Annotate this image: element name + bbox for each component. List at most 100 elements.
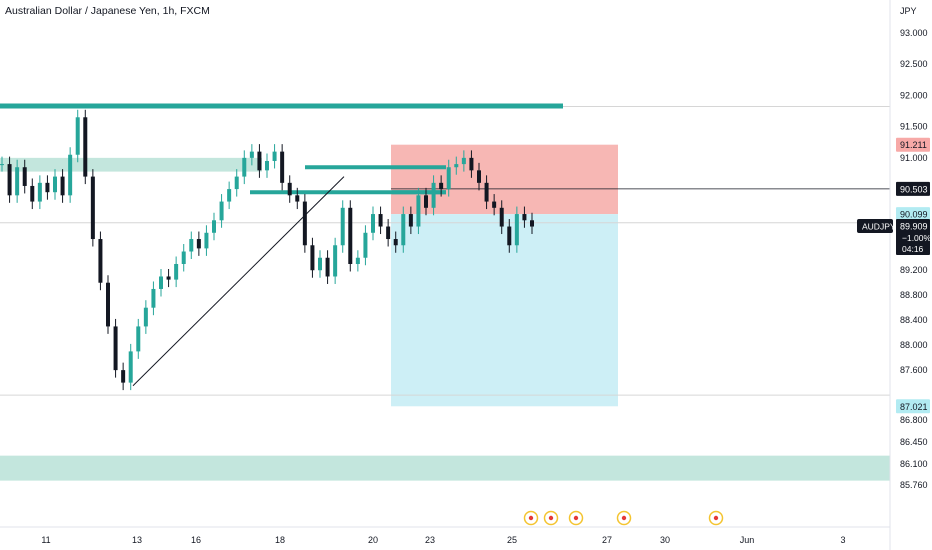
price-tick-label: 91.500 (900, 122, 928, 132)
price-label-text: 90.099 (900, 210, 928, 220)
candle-body (68, 154, 73, 196)
last-price: 89.909 (900, 221, 928, 231)
date-tick-label: 30 (660, 535, 670, 545)
candle-body (401, 214, 406, 246)
candle-body (416, 195, 421, 227)
candle-body (424, 195, 428, 208)
candle-body (98, 239, 103, 283)
countdown: 04:16 (902, 244, 924, 254)
candle-body (325, 257, 330, 277)
zone-rect (0, 157, 262, 172)
candle-body (477, 170, 481, 183)
candle-body (22, 167, 27, 186)
candle-body (499, 207, 504, 227)
candle-body (189, 239, 194, 252)
candle-body (227, 189, 232, 202)
price-tick-label: 89.200 (900, 265, 928, 275)
price-tick-label: 91.000 (900, 153, 928, 163)
last-change: −1.00% (902, 233, 932, 243)
zone-rect (0, 455, 890, 481)
candle-body (174, 263, 179, 280)
candle-body (0, 164, 4, 166)
candle-body (53, 176, 57, 193)
currency-label: JPY (900, 6, 917, 16)
candle-body (7, 164, 12, 196)
candle-body (363, 232, 368, 258)
candle-body (121, 370, 126, 383)
candle-body (355, 257, 360, 264)
candle-body (257, 151, 262, 171)
candle-body (393, 239, 398, 246)
price-label-box (896, 207, 930, 222)
candle-body (212, 220, 216, 233)
candle-body (249, 151, 254, 158)
candle-body (371, 214, 375, 233)
candle-body (75, 117, 80, 155)
price-tick-label: 88.000 (900, 340, 928, 350)
candle-body (446, 167, 451, 190)
symbol-label: AUDJPY (862, 221, 896, 231)
candle-body (514, 214, 519, 246)
candle-body (166, 276, 171, 280)
candle-body (295, 195, 300, 202)
candle-body (340, 207, 345, 246)
candle-body (348, 207, 353, 264)
candle-body (60, 176, 65, 196)
candle-body (113, 326, 118, 371)
candle-body (265, 160, 269, 171)
price-tick-label: 88.400 (900, 315, 928, 325)
price-tick-label: 93.000 (900, 28, 928, 38)
date-tick-label: 25 (507, 535, 517, 545)
reward-zone (391, 214, 618, 407)
candle-body (90, 176, 95, 240)
risk-zone (391, 144, 618, 215)
candle-body (159, 276, 163, 289)
last-price-box (896, 218, 930, 255)
candle-body (106, 282, 110, 327)
candle-body (469, 157, 474, 171)
price-label-box (896, 181, 930, 196)
candle-body (318, 257, 322, 271)
price-label-text: 91.211 (900, 140, 927, 150)
symbol-badge (857, 218, 893, 233)
candle-body (439, 182, 444, 190)
candle-body (128, 351, 133, 383)
date-tick-label: 11 (41, 535, 50, 545)
candle-body (204, 232, 209, 249)
candle-body (234, 176, 239, 190)
price-label-box (896, 137, 930, 152)
candle-body (15, 167, 20, 196)
candle-body (196, 239, 201, 249)
candle-body (333, 245, 338, 277)
candle-body (37, 182, 42, 202)
candle-body (136, 326, 141, 352)
date-tick-label: 3 (840, 535, 845, 545)
candle-body (219, 201, 224, 221)
candle-body (408, 214, 413, 227)
candle-body (272, 151, 277, 161)
price-tick-label: 88.800 (900, 290, 928, 300)
candle-body (310, 245, 315, 271)
price-tick-label: 87.600 (900, 365, 928, 375)
price-label-box (896, 399, 930, 414)
price-tick-label: 92.500 (900, 59, 928, 69)
date-tick-label: 23 (425, 535, 435, 545)
candle-body (454, 164, 459, 168)
event-dot (528, 515, 534, 521)
candle-body (522, 214, 527, 221)
date-tick-label: 18 (275, 535, 285, 545)
candle-body (461, 157, 466, 165)
date-tick-label: Jun (740, 535, 755, 545)
date-tick-label: 16 (191, 535, 201, 545)
candle-body (181, 251, 186, 264)
candle-body (45, 182, 50, 193)
price-tick-label: 86.450 (900, 437, 928, 447)
candle-body (492, 201, 497, 208)
candle-body (386, 226, 391, 240)
event-dot (713, 515, 719, 521)
candle-body (151, 288, 156, 308)
candle-body (378, 214, 383, 227)
price-tick-label: 86.100 (900, 459, 928, 469)
